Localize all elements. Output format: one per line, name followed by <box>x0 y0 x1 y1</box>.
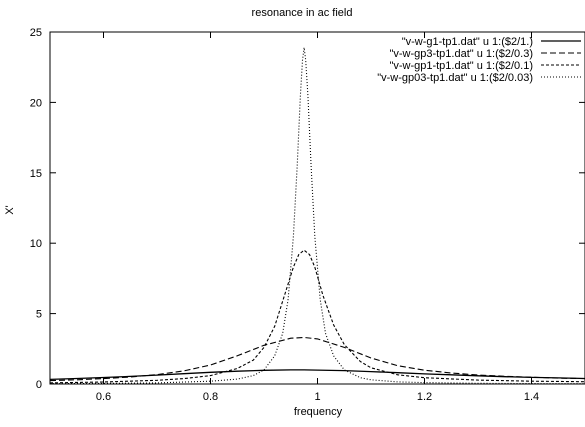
plot-frame <box>49 31 585 385</box>
y-tick-label: 5 <box>36 309 42 321</box>
series-line-1 <box>49 369 585 381</box>
legend-label-3: "v-w-gp1-tp1.dat" u 1:($2/0.1) <box>389 60 533 72</box>
y-tick-label: 10 <box>30 238 42 250</box>
x-tick-label: 1.4 <box>524 391 539 403</box>
series-line-2 <box>49 336 585 382</box>
y-tick-label: 0 <box>36 379 42 391</box>
series-line-3 <box>49 249 585 384</box>
legend-label-1: "v-w-g1-tp1.dat" u 1:($2/1.) <box>402 36 533 48</box>
x-axis-title: frequency <box>294 406 343 418</box>
y-tick-label: 25 <box>30 27 42 39</box>
y-tick-label: 20 <box>30 97 42 109</box>
series-line-4 <box>49 46 585 385</box>
legend: "v-w-g1-tp1.dat" u 1:($2/1.)"v-w-gp3-tp1… <box>377 36 581 84</box>
x-tick-label: 0.6 <box>96 391 111 403</box>
y-axis-title: X' <box>4 205 16 214</box>
y-tick-label: 15 <box>30 168 42 180</box>
legend-label-2: "v-w-gp3-tp1.dat" u 1:($2/0.3) <box>389 48 533 60</box>
chart-title: resonance in ac field <box>252 7 353 19</box>
x-tick-label: 1 <box>314 391 320 403</box>
y-axis: 0 5 10 15 20 25 <box>30 27 585 391</box>
x-tick-label: 1.2 <box>417 391 432 403</box>
series-layer <box>49 46 585 385</box>
x-tick-label: 0.8 <box>203 391 218 403</box>
legend-label-4: "v-w-gp03-tp1.dat" u 1:($2/0.03) <box>377 72 533 84</box>
x-axis: 0.6 0.8 1 1.2 1.4 <box>96 32 539 403</box>
